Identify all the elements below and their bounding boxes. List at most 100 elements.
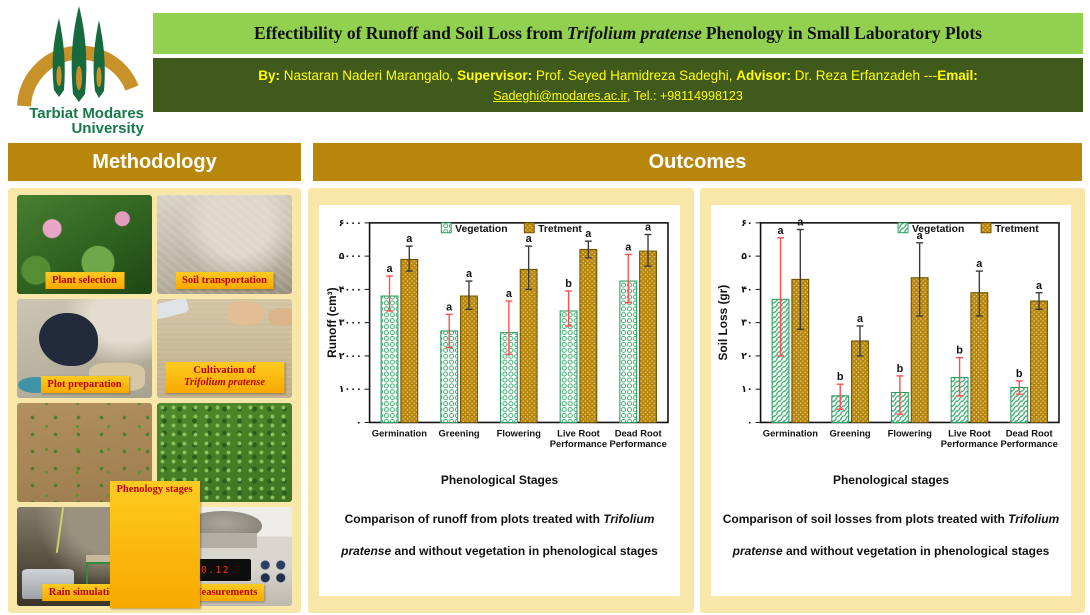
email-link[interactable]: Sadeghi@modares.ac.ir (493, 88, 627, 103)
x-category-label: Germination (763, 428, 818, 438)
sig-letter: a (505, 288, 512, 300)
y-tick-label: ۶۰ (741, 218, 752, 229)
y-tick-label: ۲۰۰۰ (338, 351, 361, 362)
photo-plot-preparation: Plot preparation (17, 299, 152, 398)
bar-chart-svg: ۰۱۰۲۰۳۰۴۰۵۰۶۰aaGerminationbaGreeningbaFl… (716, 217, 1060, 449)
sig-letter: a (797, 217, 804, 229)
photo-plant-selection: Plant selection (17, 195, 152, 294)
sig-letter: a (917, 230, 924, 242)
x-category-label: Germination (371, 428, 426, 438)
x-category-label: Dead Root (1006, 428, 1053, 438)
outcomes-header-label: Outcomes (648, 150, 747, 173)
title-species: Trifolium pratense (566, 23, 702, 43)
cultivation-label: Cultivation of Trifolium pratense (164, 361, 285, 393)
runoff-caption-pre: Comparison of runoff from plots treated … (344, 512, 604, 526)
y-tick-label: ۴۰ (741, 284, 752, 295)
x-category-label: Performance (1000, 439, 1057, 449)
byline-bar: By: Nastaran Naderi Marangalo, Superviso… (153, 58, 1083, 112)
x-category-label: Flowering (888, 428, 933, 438)
legend-label-tretment: Tretment (538, 224, 582, 235)
logo-tree-middle (71, 6, 87, 102)
x-category-label: Greening (438, 428, 479, 438)
logo-tree-accent (56, 66, 62, 86)
x-category-label: Flowering (496, 428, 541, 438)
x-category-label: Dead Root (614, 428, 661, 438)
y-tick-label: ۵۰۰۰ (338, 251, 361, 262)
methodology-section-header: Methodology (8, 143, 301, 181)
legend-swatch-tretment (980, 222, 992, 234)
bar-tretment-0 (399, 258, 418, 423)
sig-letter: a (778, 225, 785, 237)
bar-vegetation-3 (559, 310, 578, 423)
sig-letter: b (897, 363, 904, 375)
x-category-label: Performance (609, 439, 666, 449)
x-category-label: Performance (941, 439, 998, 449)
tel-text: , Tel.: +98114998123 (626, 88, 743, 103)
outcomes-panel-soil-loss: ۰ ۱۰ ۲۰ ۳۰ ۴۰ ۵۰ ۶۰ a a Germination b a Greening b a Fl… (700, 188, 1085, 613)
board-shape (157, 299, 190, 320)
y-tick-label: ۰ (355, 417, 361, 428)
sig-letter: a (625, 242, 632, 254)
rain-simulation-label: Rain simulation (41, 584, 128, 601)
soil-loss-caption-pre: Comparison of soil losses from plots tre… (722, 512, 1009, 526)
soil-loss-xaxis-title: Phenological stages (832, 473, 950, 487)
runoff-caption-species: Trifolium pratense (341, 512, 655, 559)
sig-letter: a (465, 268, 472, 280)
y-tick-label: ۶۰۰۰ (338, 218, 361, 229)
university-logo: Tarbiat Modares University (6, 2, 152, 142)
y-tick-label: ۲۰ (741, 351, 752, 362)
sig-letter: b (565, 278, 572, 290)
logo-arch (17, 45, 139, 107)
photo-soil-transportation: Soil transportation (157, 195, 292, 294)
byline-line2: Sadeghi@modares.ac.ir, Tel.: +9811499812… (153, 87, 1083, 106)
soil-loss-caption-post: and without vegetation in phenological s… (782, 544, 1050, 559)
poster-title: Effectibility of Runoff and Soil Loss fr… (153, 13, 1083, 54)
sig-letter: a (1036, 280, 1043, 292)
y-tick-label: ۳۰۰۰ (338, 318, 361, 329)
sig-letter: a (406, 233, 413, 245)
y-tick-label: ۵۰ (741, 251, 752, 262)
scale-platform-shape (189, 532, 257, 548)
soil-loss-chart: ۰ ۱۰ ۲۰ ۳۰ ۴۰ ۵۰ ۶۰ a a Germination b a Greening b a Fl… (715, 211, 1067, 465)
outcomes-panel-runoff: ۰ ۱۰۰۰ ۲۰۰۰ ۳۰۰۰ ۴۰۰۰ ۵۰۰۰ ۶۰۰۰ a a Germination a a… (308, 188, 694, 613)
by-label: By: (258, 68, 280, 83)
sig-letter: a (644, 222, 651, 234)
sig-letter: b (837, 371, 844, 383)
logo-tree-left (52, 18, 65, 97)
logo-text-line2: University (71, 120, 144, 137)
sig-letter: a (857, 313, 864, 325)
y-axis-title: Soil Loss (gr) (716, 285, 730, 361)
logo-tree-accent (96, 67, 102, 87)
y-tick-label: ۳۰ (741, 318, 752, 329)
bar-tretment-4 (1030, 300, 1048, 423)
runoff-caption: Comparison of runoff from plots treated … (330, 503, 669, 568)
sig-letter: a (525, 233, 532, 245)
rope-shape (55, 507, 65, 553)
person-shape (38, 312, 98, 367)
plant-selection-label: Plant selection (44, 272, 125, 289)
y-tick-label: ۰ (747, 417, 753, 428)
sig-letter: b (956, 345, 963, 357)
bar-tretment-3 (578, 248, 597, 423)
soil-loss-caption-species: Trifolium pratense (732, 512, 1060, 559)
sig-letter: a (585, 228, 592, 240)
supervisor-text: Prof. Seyed Hamidreza Sadeghi, (532, 68, 737, 83)
hand-shape (267, 307, 292, 326)
measurements-label: Measurements (184, 584, 265, 601)
tarbiat-modares-logo-icon: Tarbiat Modares University (17, 6, 145, 137)
y-tick-label: ۱۰۰۰ (338, 384, 361, 395)
cultivation-label-line1: Cultivation of (193, 364, 256, 376)
logo-tree-right (93, 20, 105, 98)
runoff-caption-post: and without vegetation in phenological s… (391, 544, 658, 559)
sig-letter: a (386, 263, 393, 275)
email-label: Email: (937, 68, 978, 83)
methodology-panel: Plant selection Soil transportation Plot… (8, 188, 301, 613)
title-post: Phenology in Small Laboratory Plots (705, 23, 982, 43)
runoff-chart-card: ۰ ۱۰۰۰ ۲۰۰۰ ۳۰۰۰ ۴۰۰۰ ۵۰۰۰ ۶۰۰۰ a a Germination a a… (319, 205, 680, 596)
soil-loss-caption: Comparison of soil losses from plots tre… (722, 503, 1060, 568)
y-axis-title: Runoff (cm³) (324, 287, 338, 357)
logo-tree-accent (76, 66, 82, 90)
legend-swatch-vegetation (897, 222, 909, 234)
sig-letter: a (976, 258, 983, 270)
